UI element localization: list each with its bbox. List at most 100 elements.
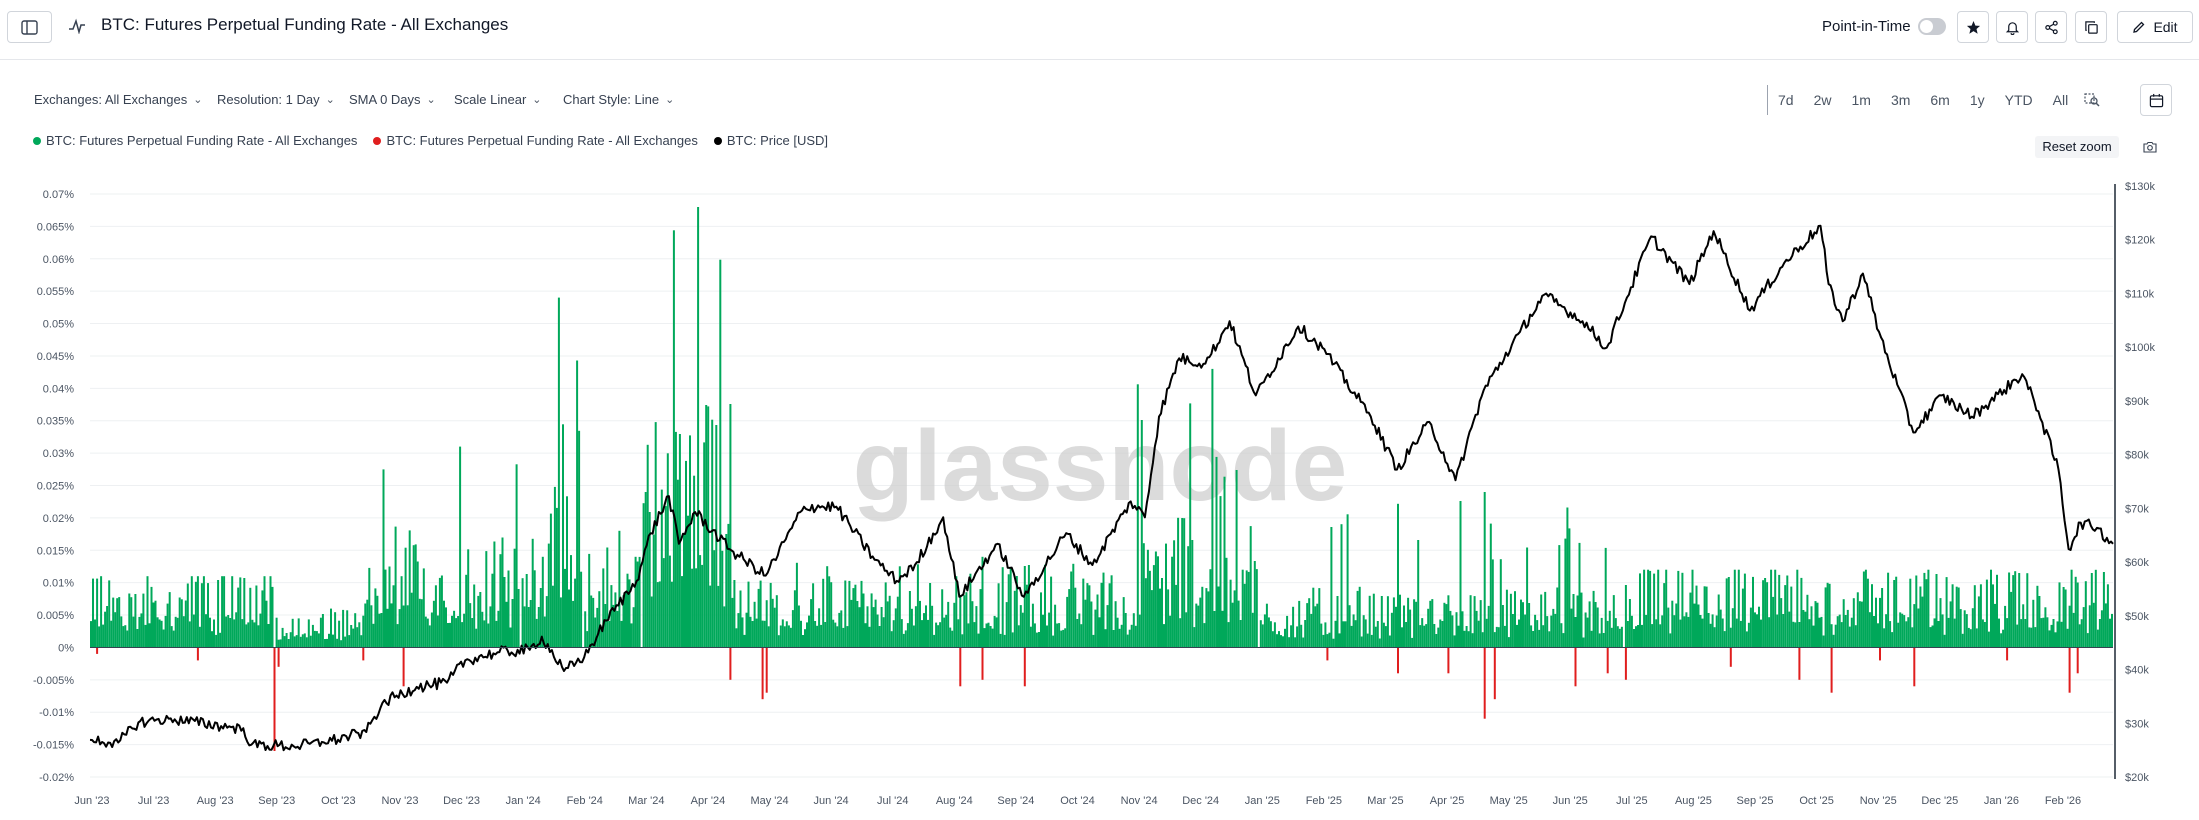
funding-rate-bar-positive bbox=[2038, 596, 2041, 648]
funding-rate-bar-positive bbox=[291, 618, 294, 648]
funding-rate-bar-positive bbox=[1104, 629, 1107, 648]
funding-rate-bar-positive bbox=[1390, 612, 1393, 648]
funding-rate-bar-negative bbox=[277, 647, 280, 667]
funding-rate-bar-positive bbox=[1548, 631, 1551, 648]
funding-rate-bar-positive bbox=[539, 588, 542, 648]
sidebar-icon bbox=[21, 19, 38, 35]
favorite-button[interactable] bbox=[1957, 11, 1989, 43]
funding-rate-bar-positive bbox=[890, 631, 893, 648]
funding-rate-bar-positive bbox=[1223, 476, 1226, 648]
scale-filter[interactable]: Scale Linear ⌄ bbox=[454, 92, 542, 107]
pencil-icon bbox=[2133, 21, 2145, 33]
range-1m-button[interactable]: 1m bbox=[1851, 92, 1871, 108]
range-all-button[interactable]: All bbox=[2052, 92, 2069, 108]
funding-rate-bar-positive bbox=[1588, 601, 1591, 648]
funding-rate-bar-positive bbox=[1259, 620, 1262, 648]
legend-item-positive-funding[interactable]: BTC: Futures Perpetual Funding Rate - Al… bbox=[33, 133, 357, 148]
funding-rate-bar-positive bbox=[1358, 586, 1361, 648]
funding-rate-bar-positive bbox=[1183, 518, 1186, 648]
funding-rate-bar-positive bbox=[1737, 569, 1740, 648]
funding-rate-bar-positive bbox=[1709, 623, 1712, 648]
screenshot-button[interactable] bbox=[2139, 136, 2161, 158]
funding-rate-bar-positive bbox=[1762, 580, 1765, 648]
funding-rate-bar-positive bbox=[1288, 637, 1291, 648]
funding-rate-bar-positive bbox=[1804, 611, 1807, 648]
funding-rate-bar-positive bbox=[386, 608, 389, 648]
funding-rate-bar-positive bbox=[1300, 624, 1303, 648]
funding-rate-bar-positive bbox=[158, 619, 161, 648]
funding-rate-bar-positive bbox=[1903, 615, 1906, 648]
funding-rate-bar-positive bbox=[180, 599, 183, 648]
funding-rate-bar-positive bbox=[1031, 603, 1034, 648]
funding-rate-bar-positive bbox=[1203, 623, 1206, 648]
funding-rate-bar-positive bbox=[1983, 622, 1986, 648]
funding-rate-bar-positive bbox=[354, 613, 357, 648]
range-7d-button[interactable]: 7d bbox=[1778, 92, 1794, 108]
funding-rate-bar-positive bbox=[1290, 625, 1293, 648]
duplicate-button[interactable] bbox=[2075, 11, 2107, 43]
chart-style-filter[interactable]: Chart Style: Line ⌄ bbox=[563, 92, 674, 107]
funding-rate-bar-positive bbox=[1620, 626, 1623, 648]
x-axis-tick-label: Aug '24 bbox=[936, 795, 973, 807]
funding-rate-bar-positive bbox=[2020, 619, 2023, 648]
zoom-select-button[interactable] bbox=[2078, 85, 2106, 115]
funding-rate-bar-positive bbox=[1770, 569, 1773, 648]
sidebar-toggle-button[interactable] bbox=[7, 11, 52, 43]
funding-rate-bar-positive bbox=[1286, 615, 1289, 648]
range-3m-button[interactable]: 3m bbox=[1890, 92, 1911, 108]
y-axis-left-tick-label: -0.005% bbox=[33, 675, 74, 687]
funding-rate-bar-positive bbox=[1346, 514, 1349, 648]
range-ytd-button[interactable]: YTD bbox=[2004, 92, 2033, 108]
funding-rate-bar-positive bbox=[1598, 633, 1601, 648]
legend-item-price[interactable]: BTC: Price [USD] bbox=[713, 133, 828, 148]
y-axis-left-tick-label: 0.015% bbox=[37, 545, 75, 557]
funding-rate-bar-positive bbox=[1433, 624, 1436, 648]
funding-rate-bar-positive bbox=[866, 606, 869, 648]
x-axis-tick-label: Jun '23 bbox=[74, 795, 109, 807]
funding-rate-bar-positive bbox=[1314, 606, 1317, 648]
funding-rate-bar-positive bbox=[775, 595, 778, 648]
exchanges-filter[interactable]: Exchanges: All Exchanges ⌄ bbox=[34, 92, 202, 107]
funding-rate-bar-positive bbox=[390, 603, 393, 648]
funding-rate-bar-positive bbox=[644, 492, 647, 648]
sma-filter[interactable]: SMA 0 Days ⌄ bbox=[349, 92, 436, 107]
range-6m-button[interactable]: 6m bbox=[1930, 92, 1950, 108]
legend-item-negative-funding[interactable]: BTC: Futures Perpetual Funding Rate - Al… bbox=[373, 133, 698, 148]
date-range-button[interactable] bbox=[2140, 84, 2172, 116]
funding-rate-bar-positive bbox=[366, 599, 369, 648]
funding-rate-bar-positive bbox=[2070, 569, 2073, 648]
funding-rate-bar-positive bbox=[285, 633, 288, 648]
funding-rate-bar-positive bbox=[1112, 630, 1115, 648]
funding-rate-bar-positive bbox=[259, 613, 262, 648]
funding-rate-bar-positive bbox=[1249, 526, 1252, 648]
funding-rate-bar-negative bbox=[1606, 647, 1609, 674]
funding-rate-bar-positive bbox=[1832, 634, 1835, 648]
funding-rate-bar-positive bbox=[1413, 599, 1416, 648]
share-button[interactable] bbox=[2035, 11, 2067, 43]
reset-zoom-button[interactable]: Reset zoom bbox=[2035, 136, 2119, 158]
funding-rate-bar-positive bbox=[463, 613, 466, 648]
edit-button[interactable]: Edit bbox=[2117, 11, 2193, 43]
funding-rate-bar-positive bbox=[106, 606, 109, 648]
funding-rate-bar-positive bbox=[664, 506, 667, 648]
funding-rate-bar-positive bbox=[1296, 626, 1299, 648]
resolution-filter[interactable]: Resolution: 1 Day ⌄ bbox=[217, 92, 335, 107]
alert-button[interactable] bbox=[1996, 11, 2028, 43]
funding-rate-bar-positive bbox=[1657, 569, 1660, 648]
funding-rate-bar-positive bbox=[2010, 591, 2013, 648]
y-axis-right-tick-label: $120k bbox=[2125, 235, 2155, 247]
range-2w-button[interactable]: 2w bbox=[1813, 92, 1832, 108]
funding-rate-bar-positive bbox=[648, 512, 651, 648]
funding-rate-bar-positive bbox=[1298, 600, 1301, 648]
range-1y-button[interactable]: 1y bbox=[1969, 92, 1985, 108]
funding-rate-bar-positive bbox=[943, 617, 946, 648]
funding-rate-bar-positive bbox=[979, 589, 982, 648]
funding-rate-bar-positive bbox=[1058, 623, 1061, 648]
funding-rate-bar-positive bbox=[1818, 617, 1821, 648]
funding-rate-bar-negative bbox=[402, 647, 405, 687]
point-in-time-toggle[interactable] bbox=[1918, 18, 1946, 35]
funding-rate-bar-positive bbox=[299, 636, 302, 648]
funding-rate-bar-positive bbox=[1937, 621, 1940, 648]
funding-rate-bar-positive bbox=[96, 578, 99, 648]
funding-rate-chart[interactable]: glassnode 0.07%0.065%0.06%0.055%0.05%0.0… bbox=[0, 160, 2199, 820]
